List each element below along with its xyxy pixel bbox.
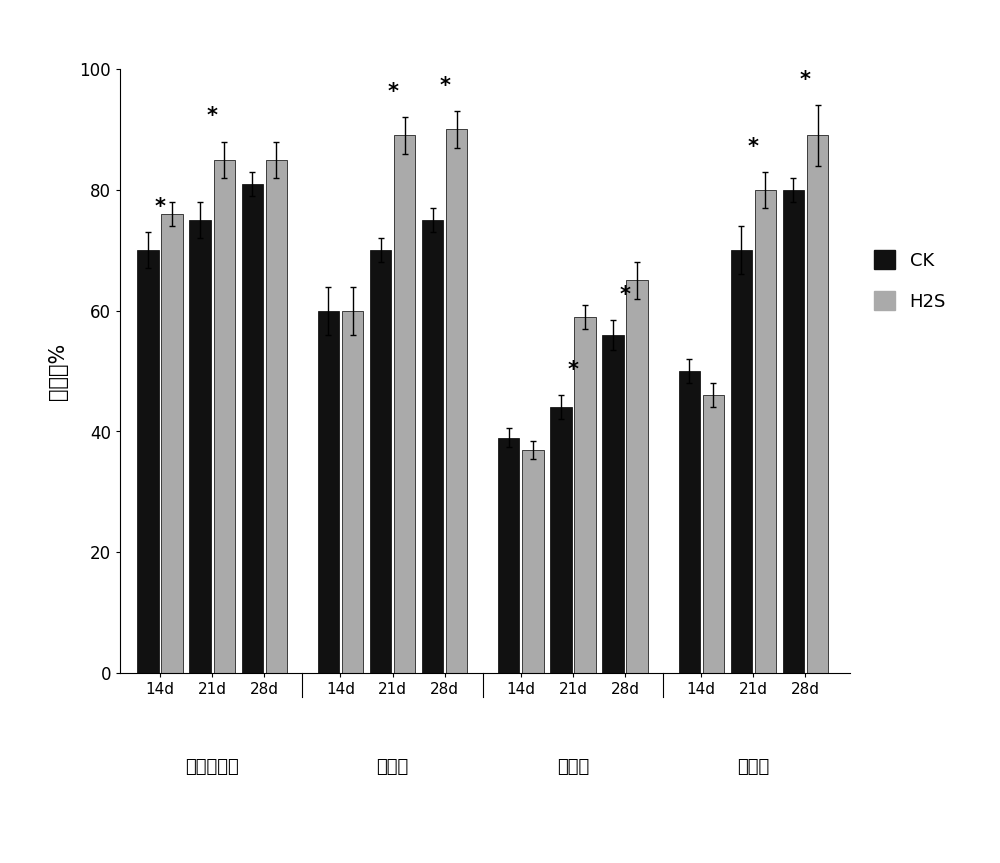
Bar xyxy=(731,250,752,673)
Text: *: * xyxy=(155,197,166,217)
Bar xyxy=(161,214,183,673)
Bar xyxy=(522,450,544,673)
Bar xyxy=(602,335,624,673)
Bar xyxy=(498,438,519,673)
Bar xyxy=(783,190,804,673)
Bar xyxy=(342,311,363,673)
Text: *: * xyxy=(207,106,218,126)
Bar xyxy=(318,311,339,673)
Bar xyxy=(679,371,700,673)
Text: *: * xyxy=(439,76,450,97)
Text: *: * xyxy=(800,70,811,91)
Text: 香雪球: 香雪球 xyxy=(557,758,589,776)
Bar xyxy=(446,129,467,673)
Text: 百日草: 百日草 xyxy=(376,758,409,776)
Legend: CK, H2S: CK, H2S xyxy=(874,250,946,311)
Y-axis label: 抄薤率%: 抄薤率% xyxy=(48,343,68,400)
Text: *: * xyxy=(748,136,759,157)
Text: *: * xyxy=(567,360,578,380)
Bar xyxy=(137,250,159,673)
Bar xyxy=(626,280,648,673)
Text: 矮生波斯菊: 矮生波斯菊 xyxy=(185,758,239,776)
Bar xyxy=(242,184,263,673)
Bar xyxy=(574,317,596,673)
Text: 凤仙花: 凤仙花 xyxy=(737,758,769,776)
Bar xyxy=(550,407,572,673)
Bar xyxy=(370,250,391,673)
Bar xyxy=(807,135,828,673)
Bar xyxy=(755,190,776,673)
Bar xyxy=(422,220,443,673)
Bar xyxy=(703,395,724,673)
Text: *: * xyxy=(387,82,398,103)
Bar xyxy=(394,135,415,673)
Bar xyxy=(214,160,235,673)
Text: *: * xyxy=(620,285,631,305)
Bar xyxy=(189,220,211,673)
Bar xyxy=(266,160,287,673)
